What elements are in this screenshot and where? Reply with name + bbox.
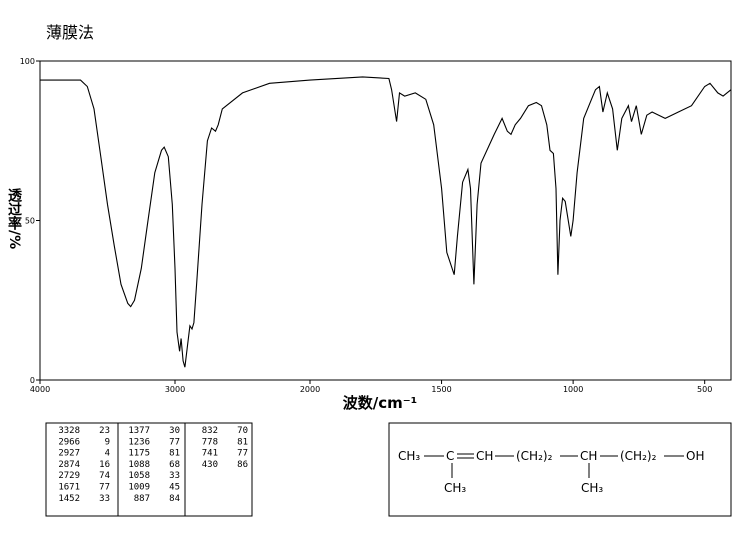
peak-transmittance: 86 bbox=[237, 460, 248, 470]
x-tick-label: 2000 bbox=[300, 385, 320, 394]
peak-transmittance: 81 bbox=[169, 449, 180, 459]
peak-wavenumber: 3328 bbox=[58, 426, 80, 436]
y-tick-label: 0 bbox=[30, 376, 35, 385]
formula-group: (CH₂)₂ bbox=[516, 449, 553, 463]
peak-transmittance: 16 bbox=[99, 460, 110, 470]
peak-transmittance: 23 bbox=[99, 426, 110, 436]
formula-group: (CH₂)₂ bbox=[620, 449, 657, 463]
page-title: 薄膜法 bbox=[46, 23, 94, 42]
peak-wavenumber: 741 bbox=[202, 449, 218, 459]
peak-transmittance: 70 bbox=[237, 426, 248, 436]
peak-transmittance: 81 bbox=[237, 437, 248, 447]
structure-frame bbox=[388, 422, 732, 517]
peak-wavenumber: 778 bbox=[202, 437, 218, 447]
peak-wavenumber: 1058 bbox=[128, 471, 150, 481]
peak-transmittance: 77 bbox=[99, 483, 110, 493]
peak-transmittance: 74 bbox=[99, 471, 110, 481]
peak-transmittance: 68 bbox=[169, 460, 180, 470]
formula-group: OH bbox=[686, 449, 704, 463]
y-tick-label: 100 bbox=[20, 57, 35, 66]
peak-wavenumber: 1452 bbox=[58, 494, 80, 504]
peak-transmittance: 33 bbox=[169, 471, 180, 481]
peak-transmittance: 33 bbox=[99, 494, 110, 504]
peak-wavenumber: 430 bbox=[202, 460, 218, 470]
peak-wavenumber: 2874 bbox=[58, 460, 80, 470]
peak-transmittance: 9 bbox=[105, 437, 110, 447]
peak-transmittance: 4 bbox=[105, 449, 110, 459]
peak-wavenumber: 1377 bbox=[128, 426, 150, 436]
peak-wavenumber: 2966 bbox=[58, 437, 80, 447]
spectrum-line bbox=[40, 76, 732, 368]
peak-wavenumber: 1009 bbox=[128, 483, 150, 493]
formula-group: CH₃ bbox=[398, 449, 420, 463]
peak-table-frame bbox=[45, 422, 253, 517]
formula-branch: CH₃ bbox=[581, 481, 603, 495]
bonds bbox=[424, 453, 684, 478]
peak-wavenumber: 2729 bbox=[58, 471, 80, 481]
x-tick-label: 3000 bbox=[165, 385, 185, 394]
x-tick-label: 1000 bbox=[563, 385, 583, 394]
peak-wavenumber: 1088 bbox=[128, 460, 150, 470]
peak-transmittance: 77 bbox=[169, 437, 180, 447]
x-tick-label: 1500 bbox=[431, 385, 451, 394]
peak-wavenumber: 1236 bbox=[128, 437, 150, 447]
peak-transmittance: 77 bbox=[237, 449, 248, 459]
x-axis-label: 波数/cm⁻¹ bbox=[343, 394, 418, 412]
formula-group: CH bbox=[580, 449, 597, 463]
formula-group: CH bbox=[476, 449, 493, 463]
peak-transmittance: 84 bbox=[169, 494, 180, 504]
peak-wavenumber: 832 bbox=[202, 426, 218, 436]
x-tick-label: 500 bbox=[697, 385, 712, 394]
peak-wavenumber: 2927 bbox=[58, 449, 80, 459]
y-tick-label: 50 bbox=[25, 217, 35, 226]
peak-transmittance: 30 bbox=[169, 426, 180, 436]
y-axis-label: 透过率/% bbox=[6, 188, 22, 249]
peak-transmittance: 45 bbox=[169, 483, 180, 493]
peak-wavenumber: 1175 bbox=[128, 449, 150, 459]
peak-wavenumber: 887 bbox=[134, 494, 150, 504]
formula-branch: CH₃ bbox=[444, 481, 466, 495]
formula-group: C bbox=[446, 449, 454, 463]
peak-wavenumber: 1671 bbox=[58, 483, 80, 493]
x-tick-label: 4000 bbox=[30, 385, 50, 394]
